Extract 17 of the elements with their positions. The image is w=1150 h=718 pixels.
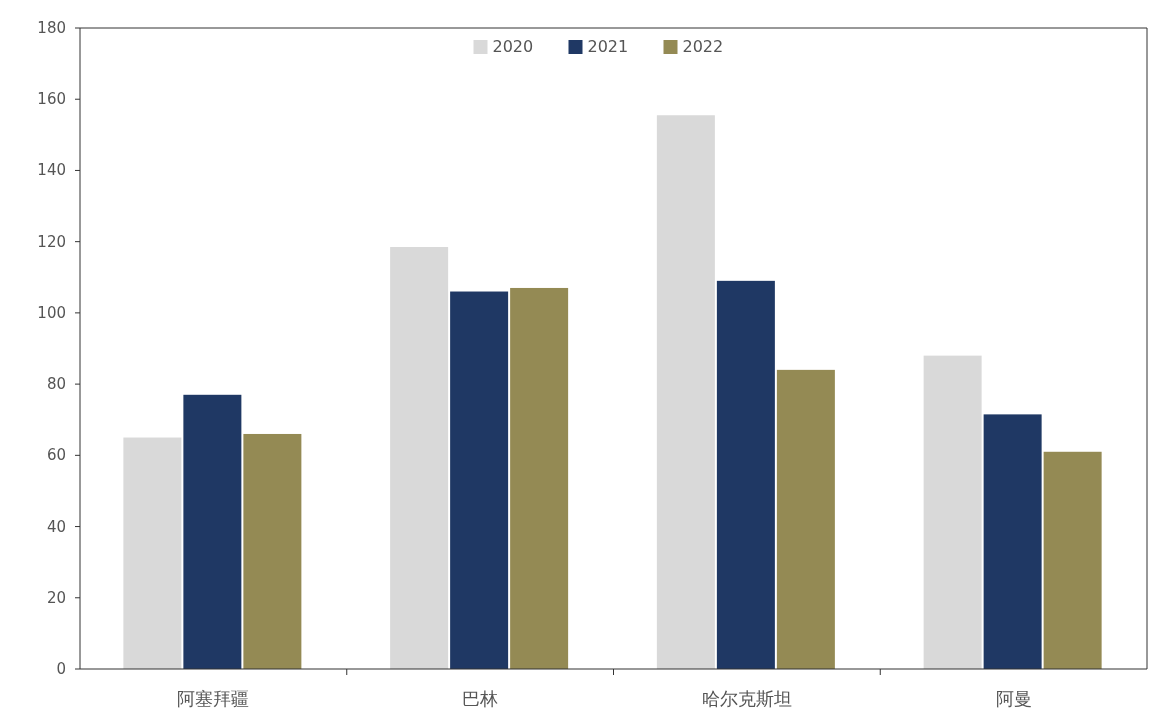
legend-label: 2021: [587, 37, 629, 56]
x-tick-label: 巴林: [462, 688, 499, 709]
y-tick-label: 180: [37, 19, 66, 37]
x-tick-label: 哈尔克斯坦: [701, 688, 792, 709]
y-tick-label: 60: [46, 446, 66, 465]
legend-label: 2022: [682, 37, 724, 56]
x-tick-label: 阿曼: [995, 688, 1032, 709]
y-tick-label: 160: [37, 90, 66, 109]
y-tick-label: 40: [46, 517, 66, 536]
y-tick-label: 120: [37, 232, 66, 251]
y-tick-label: 140: [37, 161, 66, 180]
y-tick-label: 100: [37, 303, 66, 322]
y-tick-label: 80: [46, 375, 66, 394]
legend-label: 2020: [492, 37, 534, 56]
x-tick-label: 阿塞拜疆: [177, 688, 250, 709]
y-tick-label: 0: [56, 660, 66, 678]
y-tick-label: 20: [46, 588, 66, 607]
